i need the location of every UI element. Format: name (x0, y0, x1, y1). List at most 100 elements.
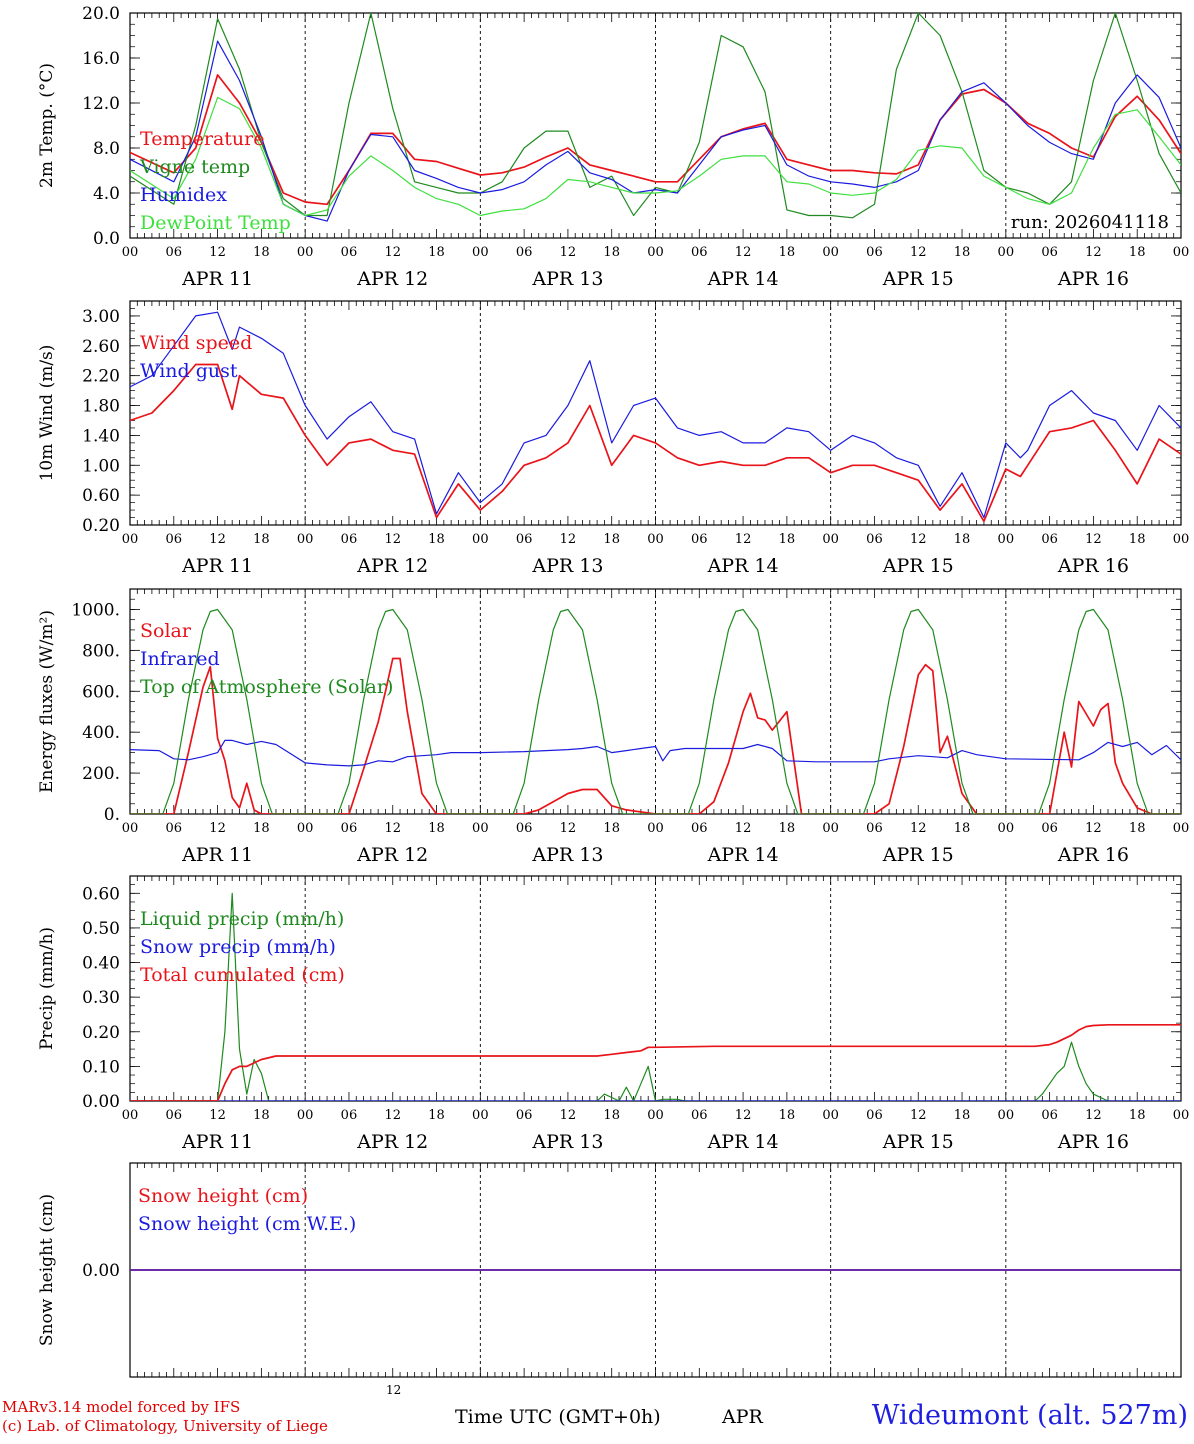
x-tick-label: 00 (822, 1108, 839, 1123)
x-tick-label: 00 (822, 245, 839, 260)
x-tick-label: 06 (691, 532, 708, 547)
x-tick-label: 06 (866, 532, 883, 547)
x-tick-label: 00 (822, 532, 839, 547)
x-tick-label: 06 (866, 821, 883, 836)
x-tick-label: 12 (1085, 821, 1102, 836)
y-tick-label: 0.20 (82, 516, 120, 536)
legend-entry: Wind speed (140, 332, 252, 354)
x-tick-label: 06 (341, 245, 358, 260)
day-label: APR 16 (1057, 268, 1129, 290)
footer-tick-label: 12 (386, 1383, 402, 1397)
x-tick-label: 00 (122, 821, 139, 836)
y-tick-label: 1000. (71, 600, 120, 620)
x-tick-label: 00 (1173, 532, 1190, 547)
day-label: APR 13 (531, 555, 603, 577)
x-tick-label: 00 (1173, 821, 1190, 836)
legend-entry: Total cumulated (cm) (140, 964, 345, 986)
day-label: APR 15 (882, 268, 954, 290)
x-tick-label: 06 (341, 1108, 358, 1123)
x-tick-label: 06 (866, 245, 883, 260)
y-axis-label: Precip (mm/h) (37, 927, 57, 1050)
legend-entry: DewPoint Temp (140, 212, 291, 234)
x-tick-label: 18 (954, 245, 971, 260)
y-tick-label: 0.10 (82, 1057, 120, 1077)
x-tick-label: 06 (1041, 532, 1058, 547)
x-tick-label: 18 (779, 532, 796, 547)
legend-entry: Humidex (140, 184, 227, 206)
x-tick-label: 00 (297, 245, 314, 260)
x-tick-label: 18 (428, 1108, 445, 1123)
x-tick-label: 06 (691, 821, 708, 836)
y-tick-label: 0.60 (82, 486, 120, 506)
x-tick-label: 00 (472, 245, 489, 260)
x-tick-label: 12 (384, 821, 401, 836)
y-tick-label: 4.0 (93, 184, 120, 204)
plot-frame (129, 12, 1182, 239)
x-tick-label: 18 (1129, 821, 1146, 836)
x-tick-label: 18 (1129, 1108, 1146, 1123)
y-tick-label: 2.20 (82, 367, 120, 387)
y-tick-label: 16.0 (82, 49, 120, 69)
day-label: APR 16 (1057, 844, 1129, 866)
series-line-1 (130, 657, 1181, 814)
x-tick-label: 06 (166, 245, 183, 260)
day-label: APR 12 (356, 844, 428, 866)
x-tick-label: 12 (560, 821, 577, 836)
x-tick-label: 00 (1173, 1108, 1190, 1123)
x-tick-label: 18 (954, 821, 971, 836)
x-tick-label: 06 (166, 532, 183, 547)
legend-entry: Top of Atmosphere (Solar) (140, 676, 393, 698)
x-tick-label: 12 (384, 1108, 401, 1123)
day-label: APR 11 (181, 844, 253, 866)
legend-entry: Liquid precip (mm/h) (140, 908, 344, 930)
legend-entry: Snow height (cm W.E.) (138, 1213, 356, 1235)
x-tick-label: 18 (779, 1108, 796, 1123)
y-axis-label: Energy fluxes (W/m²) (37, 610, 57, 793)
x-tick-label: 06 (516, 245, 533, 260)
y-tick-label: 600. (82, 682, 120, 702)
x-tick-label: 06 (1041, 1108, 1058, 1123)
x-tick-label: 12 (209, 821, 226, 836)
model-line: MARv3.14 model forced by IFS (2, 1398, 241, 1416)
y-tick-label: 400. (82, 723, 120, 743)
day-label: APR 15 (882, 555, 954, 577)
day-label: APR 14 (707, 268, 779, 290)
x-tick-label: 18 (603, 532, 620, 547)
x-tick-label: 18 (603, 1108, 620, 1123)
day-label: APR 12 (356, 1131, 428, 1153)
x-tick-label: 06 (691, 245, 708, 260)
x-tick-label: 00 (472, 821, 489, 836)
x-tick-label: 00 (647, 821, 664, 836)
y-tick-label: 0.00 (82, 1092, 120, 1112)
x-tick-label: 06 (1041, 245, 1058, 260)
x-tick-label: 00 (647, 245, 664, 260)
y-tick-label: 0.00 (82, 1261, 120, 1281)
y-tick-label: 0.20 (82, 1023, 120, 1043)
day-label: APR 15 (882, 1131, 954, 1153)
footer-credits: MARv3.14 model forced by IFS (c) Lab. of… (2, 1398, 328, 1436)
day-label: APR 12 (356, 268, 428, 290)
x-tick-label: 00 (998, 1108, 1015, 1123)
x-tick-label: 06 (166, 1108, 183, 1123)
legend-entry: Snow precip (mm/h) (140, 936, 336, 958)
legend-entry: Snow height (cm) (138, 1185, 308, 1207)
y-tick-label: 3.00 (82, 307, 120, 327)
month-label: APR (722, 1406, 763, 1428)
x-tick-label: 00 (998, 821, 1015, 836)
legend-entry: Wind gust (140, 360, 238, 382)
x-tick-label: 12 (560, 532, 577, 547)
x-tick-label: 18 (428, 245, 445, 260)
day-label: APR 14 (707, 555, 779, 577)
x-tick-label: 18 (954, 532, 971, 547)
day-label: APR 16 (1057, 1131, 1129, 1153)
series-line-1 (130, 363, 1181, 523)
x-tick-label: 00 (122, 1108, 139, 1123)
x-tick-label: 18 (253, 1108, 270, 1123)
time-axis-label: Time UTC (GMT+0h) (455, 1406, 661, 1428)
day-label: APR 11 (181, 555, 253, 577)
x-tick-label: 12 (735, 532, 752, 547)
x-tick-label: 06 (516, 821, 533, 836)
series-line-1 (130, 892, 1181, 1101)
x-tick-label: 00 (1173, 245, 1190, 260)
x-tick-label: 00 (647, 1108, 664, 1123)
